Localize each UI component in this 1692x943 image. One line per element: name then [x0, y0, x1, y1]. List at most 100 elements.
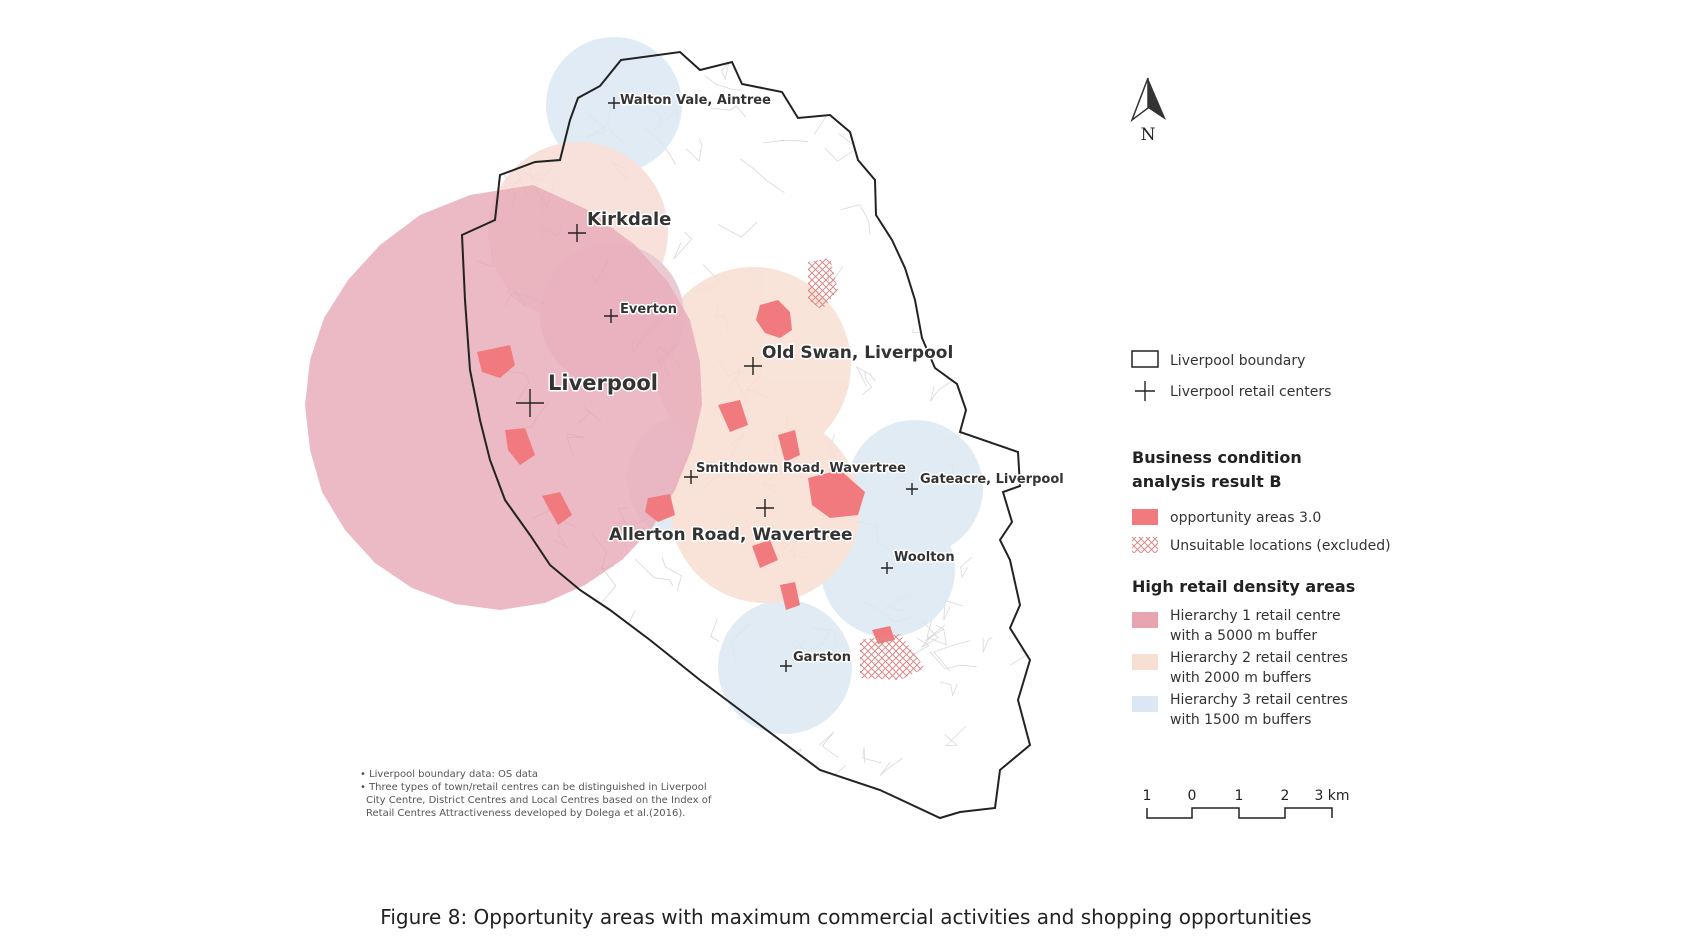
ward-line — [818, 731, 839, 759]
ward-line — [931, 298, 967, 319]
ward-line — [964, 370, 979, 415]
ward-line — [481, 62, 502, 79]
legend-h2-label: Hierarchy 2 retail centres — [1170, 650, 1348, 666]
legend-opportunity-label: opportunity areas 3.0 — [1170, 510, 1321, 526]
scale-tick-label: 2 — [1281, 788, 1290, 804]
place-label: Gateacre, Liverpool — [920, 472, 1064, 487]
ward-line — [1007, 130, 1029, 160]
opportunity-areas — [477, 300, 895, 644]
note-line: Retail Centres Attractiveness developed … — [366, 808, 685, 819]
retail-center-marker — [604, 309, 618, 323]
scale-tick-label: 1 — [1235, 788, 1244, 804]
retail-center-marker — [684, 470, 698, 484]
place-label: Old Swan, Liverpool — [762, 343, 953, 363]
scale-tick-label: 0 — [1188, 788, 1197, 804]
ward-line — [879, 757, 903, 776]
ward-line — [685, 138, 703, 162]
legend-h1-label-2: with a 5000 m buffer — [1170, 628, 1317, 644]
ward-line — [853, 137, 882, 156]
ward-line — [840, 204, 871, 235]
hierarchy1-swatch — [1132, 612, 1158, 628]
legend-section1-title: Business condition — [1132, 448, 1302, 467]
legend-section2-title: High retail density areas — [1132, 577, 1355, 596]
note-line: City Centre, District Centres and Local … — [366, 795, 712, 806]
retail-center-marker — [568, 224, 586, 242]
opportunity-area — [808, 470, 865, 518]
note-line: • Liverpool boundary data: OS data — [360, 769, 538, 780]
ward-line — [740, 158, 785, 193]
ward-line — [1025, 363, 1030, 383]
ward-line — [804, 772, 827, 788]
hierarchy1-buffer-liverpool — [305, 185, 702, 610]
ward-line — [661, 556, 682, 591]
ward-line — [982, 637, 993, 653]
ward-line — [527, 637, 548, 662]
scale-bar-line — [1146, 807, 1333, 819]
ward-line — [972, 139, 992, 172]
place-label: Smithdown Road, Wavertree — [696, 461, 906, 476]
place-label: Woolton — [894, 550, 955, 565]
legend-h2-label-2: with 2000 m buffers — [1170, 670, 1311, 686]
figure-caption: Figure 8: Opportunity areas with maximum… — [380, 905, 1312, 929]
legend-centers-label: Liverpool retail centers — [1170, 384, 1331, 400]
ward-line — [873, 151, 907, 196]
place-labels: Walton Vale, Aintree Kirkdale Everton Li… — [547, 92, 1066, 667]
ward-line — [522, 608, 540, 637]
hierarchy3-buffer-garston — [718, 600, 852, 734]
ward-line — [621, 764, 642, 781]
ward-line — [1000, 263, 1026, 291]
north-label: N — [1141, 125, 1156, 145]
liverpool-boundary — [460, 50, 1032, 820]
place-label: Kirkdale — [587, 209, 671, 230]
opportunity-area — [780, 582, 800, 610]
ward-line — [1000, 303, 1018, 318]
ward-line — [824, 133, 859, 162]
ward-line — [911, 52, 951, 63]
retail-center-marker — [744, 357, 762, 375]
ward-line — [584, 618, 603, 637]
boundary-swatch — [1131, 350, 1159, 368]
ward-line — [997, 299, 1005, 315]
ward-line — [709, 618, 720, 643]
ward-line — [702, 704, 723, 717]
opportunity-area — [756, 300, 792, 338]
unsuitable-area — [860, 634, 925, 680]
opportunity-area — [645, 494, 675, 522]
ward-line — [862, 747, 882, 764]
ward-line — [1001, 53, 1022, 80]
ward-line — [1019, 619, 1030, 633]
retail-center-marker — [906, 483, 918, 495]
place-label: Everton — [620, 302, 677, 317]
ward-line — [717, 221, 758, 238]
ward-line — [756, 57, 777, 69]
ward-line — [920, 619, 939, 648]
scale-tick-label: 3 km — [1314, 788, 1349, 804]
ward-line — [813, 106, 836, 135]
ward-line — [554, 15, 559, 51]
ward-line — [886, 210, 894, 232]
ward-line — [943, 600, 964, 621]
opportunity-area — [752, 540, 778, 568]
ward-line — [516, 632, 552, 651]
ward-line — [912, 319, 945, 334]
scale-bar: 1 0 1 2 3 km — [1143, 788, 1350, 819]
ward-line — [930, 376, 958, 402]
opportunity-area — [505, 428, 535, 465]
opportunity-area — [542, 492, 572, 525]
retail-center-swatch-icon — [1135, 381, 1155, 401]
ward-line — [939, 681, 958, 697]
ward-line — [560, 650, 592, 690]
opportunity-area — [477, 345, 515, 378]
place-label: Garston — [793, 650, 851, 665]
retail-center-marker — [881, 562, 893, 574]
note-line: • Three types of town/retail centres can… — [360, 782, 707, 793]
legend: Liverpool boundary Liverpool retail cent… — [1131, 350, 1391, 728]
retail-centers — [516, 97, 918, 672]
unsuitable-area — [808, 258, 838, 310]
ward-line — [1010, 649, 1030, 666]
ward-line — [862, 370, 873, 396]
opportunity-area — [718, 400, 748, 432]
ward-line — [721, 56, 736, 80]
legend-boundary-label: Liverpool boundary — [1170, 353, 1305, 369]
